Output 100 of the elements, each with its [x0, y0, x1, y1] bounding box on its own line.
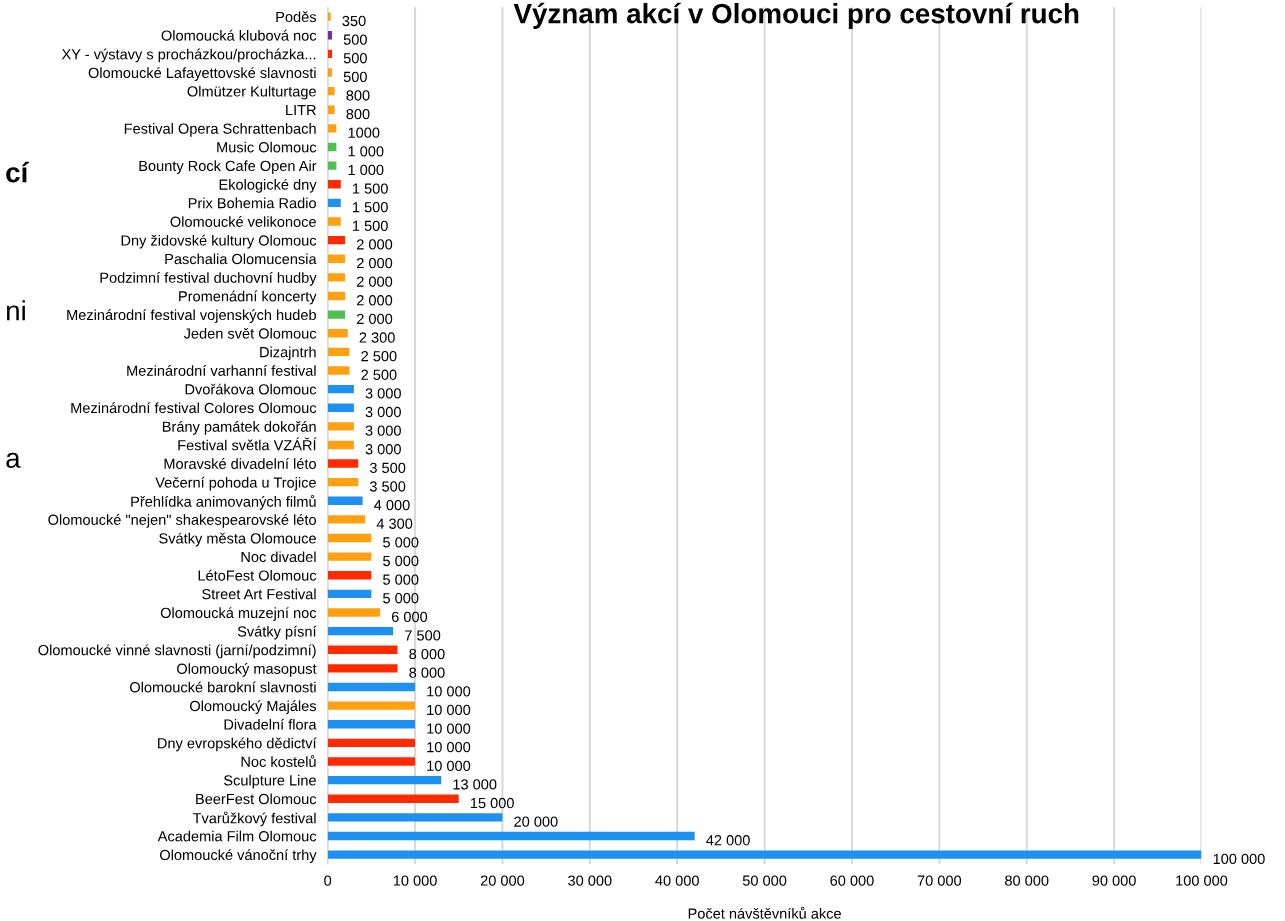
y-tick-label: Paschalia Olomucensia: [165, 253, 317, 265]
y-tick-label: Noc divadel: [241, 551, 316, 563]
y-tick-label: Divadelní flora: [224, 718, 317, 730]
y-tick-label: Olomoucké vinné slavnosti (jarní/podzimní): [38, 644, 316, 659]
bar: [327, 645, 398, 654]
y-tick-label: Mezinárodní varhanní festival: [127, 365, 316, 376]
data-label: 10 000: [427, 742, 471, 753]
x-tick-label: 90 000: [1092, 875, 1136, 886]
bar: [327, 664, 398, 673]
data-label: 15 000: [470, 797, 514, 809]
y-tick-label: Olomoucký masopust: [177, 663, 317, 677]
data-label: 3 500: [369, 481, 406, 492]
y-tick-label: Mezinárodní festival vojenských hudeb: [67, 309, 316, 323]
y-tick-label: Prix Bohemia Radio: [188, 197, 316, 209]
data-label: 2 500: [361, 369, 397, 380]
data-label: 3 000: [365, 406, 401, 418]
data-label: 2 000: [357, 313, 393, 325]
data-label: 5 000: [383, 555, 419, 567]
y-tick-label: XY - výstavy s procházkou/procházka...: [61, 48, 316, 63]
y-tick-label: Svátky písní: [237, 625, 317, 640]
data-label: 4 300: [376, 518, 413, 529]
y-tick-label: Sculpture Line: [224, 774, 316, 789]
x-tick-label: 30 000: [568, 875, 612, 886]
bar: [327, 86, 335, 96]
y-tick-label: Brány památek dokořán: [162, 420, 316, 435]
y-tick-label: Olomoucká muzejní noc: [160, 607, 317, 621]
data-label: 1 000: [348, 146, 384, 157]
bar: [327, 775, 442, 785]
bar: [327, 738, 416, 748]
data-label: 800: [346, 90, 370, 101]
data-label: 2 000: [357, 257, 393, 269]
bar: [327, 552, 372, 561]
data-label: 500: [343, 34, 367, 45]
x-tick-label: 100 000: [1176, 875, 1228, 886]
data-label: 3 000: [365, 425, 401, 436]
y-tick-label: Svátky města Olomouce: [159, 532, 316, 547]
y-tick-label: Jeden svět Olomouc: [183, 327, 317, 339]
x-axis-title: Počet návštěvníků akce: [688, 906, 841, 919]
y-tick-label: Street Art Festival: [202, 588, 316, 600]
bar: [327, 515, 366, 524]
data-label: 13 000: [453, 779, 497, 790]
data-label: 2 500: [361, 350, 397, 362]
bar: [327, 273, 346, 282]
bar: [327, 701, 416, 710]
data-label: 10 000: [427, 686, 471, 697]
bar: [327, 291, 346, 301]
y-tick-label: Bounty Rock Cafe Open Air: [139, 160, 317, 174]
y-tick-label: Olomoucký Majáles: [190, 700, 317, 715]
text: ni: [6, 300, 25, 321]
bar: [327, 366, 350, 375]
data-label: 500: [343, 71, 367, 83]
bar: [327, 496, 363, 505]
data-label: 5 000: [383, 574, 419, 585]
bar: [327, 571, 372, 580]
bar: [327, 459, 359, 468]
bar: [327, 477, 359, 487]
y-tick-label: Festival Opera Schrattenbach: [124, 123, 316, 137]
bar: [327, 347, 350, 357]
y-tick-label: Music Olomouc: [217, 141, 317, 153]
bar: [327, 813, 503, 822]
bar: [327, 217, 341, 226]
bar: [327, 310, 346, 319]
bar: [327, 180, 341, 189]
data-label: 5 000: [383, 593, 419, 604]
y-tick-label: BeerFest Olomouc: [196, 793, 317, 805]
y-tick-label: Dizajntrh: [260, 346, 316, 361]
y-tick-label: Dny evropského dědictví: [158, 737, 317, 752]
data-label: 1 500: [353, 183, 388, 194]
text: cí: [6, 161, 30, 183]
y-tick-label: Olomoucké "nejen" shakespearovské léto: [48, 514, 316, 528]
y-tick-label: Festival světla VZÁŘÍ: [178, 437, 317, 451]
bar: [327, 254, 346, 263]
y-tick-label: Tvarůžkový festival: [192, 811, 316, 827]
data-label: 42 000: [706, 835, 750, 846]
data-label: 8 000: [409, 648, 445, 660]
bar: [327, 794, 459, 803]
data-label: 100 000: [1213, 853, 1265, 865]
data-label: 4 000: [374, 499, 410, 511]
bar: [327, 329, 348, 338]
x-tick-label: 0: [324, 875, 332, 886]
y-tick-label: Olomoucké Lafayettovské slavnosti: [88, 67, 316, 81]
data-label: 1000: [348, 127, 380, 138]
y-tick-label: Olomoucká klubová noc: [161, 29, 317, 41]
x-tick-label: 40 000: [655, 875, 699, 886]
data-label: 3 500: [369, 462, 406, 474]
bar: [327, 12, 331, 21]
y-tick-label: Mezinárodní festival Colores Olomouc: [71, 402, 317, 414]
bar: [327, 850, 1202, 859]
x-tick-label: 20 000: [480, 875, 525, 886]
y-tick-label: Večerní pohoda u Trojice: [155, 476, 316, 491]
chart-title: Význam akcí v Olomouci pro cestovní ruch: [513, 2, 1079, 29]
bar: [327, 533, 372, 543]
data-label: 3 000: [365, 444, 401, 455]
data-label: 1 500: [353, 202, 388, 213]
data-label: 2 000: [357, 276, 393, 287]
y-tick-label: Moravské divadelní léto: [164, 458, 316, 469]
y-tick-label: Dvořákova Olomouc: [185, 383, 317, 395]
y-tick-label: Olomoucké velikonoce: [170, 216, 316, 227]
bar: [327, 589, 372, 599]
y-tick-label: Olomoucké vánoční trhy: [160, 849, 317, 863]
